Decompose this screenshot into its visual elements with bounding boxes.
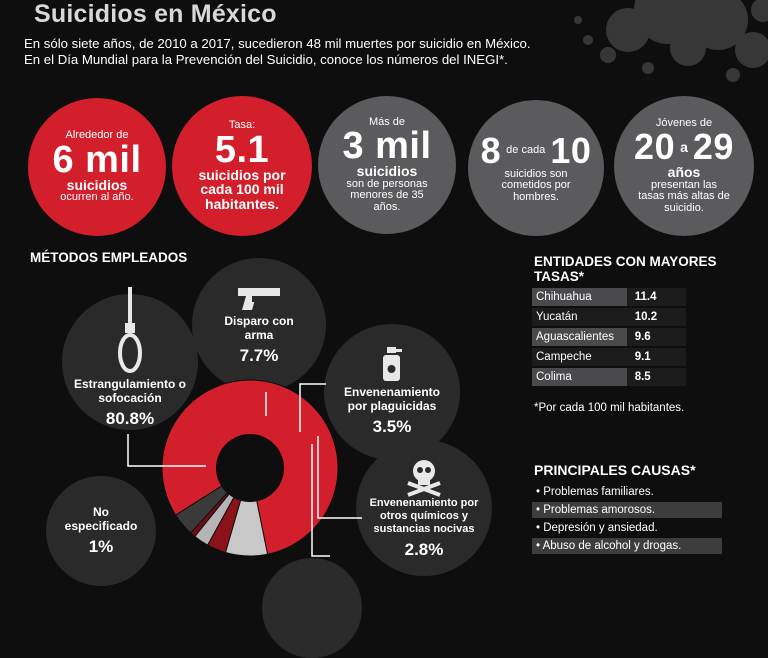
stat-circle-under-35: Más de 3 mil suicidios son de personas m… xyxy=(318,96,456,234)
method-circle-chemicals: Envenenamiento por otros químicos y sust… xyxy=(356,440,492,576)
entity-value: 9.6 xyxy=(626,328,686,346)
stat-bottom-text: son de personas menores de 35 años. xyxy=(346,177,428,213)
stat-mid-text: suicidios xyxy=(66,176,128,193)
method-circle-unspecified: No especificado 1% xyxy=(46,476,156,586)
method-percent: 3.5% xyxy=(372,417,412,436)
entity-value: 8.5 xyxy=(626,368,686,386)
donut-hole xyxy=(216,434,284,502)
table-row: Aguascalientes 9.6 xyxy=(532,328,686,346)
stat-circle-men: 8 de cada 10 suicidios son cometidos por… xyxy=(468,100,604,236)
stat-top-text: Alrededor de xyxy=(65,129,129,142)
entity-name: Aguascalientes xyxy=(532,328,627,346)
entity-name: Colima xyxy=(532,368,627,386)
stat-big-number: 5.1 xyxy=(214,128,270,171)
entity-value: 9.1 xyxy=(626,348,686,366)
list-item: • Depresión y ansiedad. xyxy=(536,522,658,534)
leader-line-strangulation xyxy=(127,434,206,467)
stat-ratio-connector: de cada xyxy=(506,143,546,156)
stat-bottom-text: ocurren al año. xyxy=(60,191,134,204)
entity-name: Campeche xyxy=(532,348,627,366)
stat-mid-text: suicidios por cada 100 mil habitantes. xyxy=(198,166,286,213)
list-item: • Problemas amorosos. xyxy=(532,502,722,518)
methods-heading: MÉTODOS EMPLEADOS xyxy=(30,250,188,265)
entity-value: 11.4 xyxy=(626,288,686,306)
stat-mid-text: años xyxy=(667,164,701,181)
method-strangulation-content: Estrangulamiento o sofocación 80.8% xyxy=(62,287,198,430)
stat-top-text: Tasa: xyxy=(228,119,256,132)
causes-list: • Problemas familiares. • Problemas amor… xyxy=(532,484,722,556)
stat-circle-rate: Tasa: 5.1 suicidios por cada 100 mil hab… xyxy=(172,96,312,236)
entity-name: Yucatán xyxy=(532,308,627,326)
method-percent: 80.8% xyxy=(105,409,155,428)
method-label: Estrangulamiento o sofocación xyxy=(73,377,186,405)
list-item: • Problemas familiares. xyxy=(536,486,654,498)
skull-crossbones-icon xyxy=(407,459,441,497)
gun-icon xyxy=(238,288,280,310)
stat-mid-text: suicidios xyxy=(356,163,418,180)
method-label: Envenenamiento por otros químicos y sust… xyxy=(369,496,479,535)
method-percent: 1% xyxy=(88,537,114,556)
table-row: Chihuahua 11.4 xyxy=(532,288,686,306)
method-percent: 2.8% xyxy=(404,539,444,559)
stat-big-number: 20 xyxy=(634,126,676,168)
table-row: Colima 8.5 xyxy=(532,368,686,386)
method-label: Disparo con arma xyxy=(224,314,294,342)
causes-heading: PRINCIPALES CAUSAS* xyxy=(534,462,696,478)
method-circle-firearm: Disparo con arma 7.7% xyxy=(192,258,326,392)
stat-circle-youth: Jóvenes de 20 a 29 años presentan las ta… xyxy=(614,96,754,236)
page-title: Suicidios en México xyxy=(34,0,277,28)
stat-range-row: 20 a 29 xyxy=(634,129,734,165)
leader-line-chemicals xyxy=(317,436,362,519)
stat-big-number: 3 mil xyxy=(342,125,432,168)
stat-top-text: Jóvenes de xyxy=(655,116,713,129)
entity-value: 10.2 xyxy=(626,308,686,326)
table-row: Yucatán 10.2 xyxy=(532,308,686,326)
entities-table: Chihuahua 11.4 Yucatán 10.2 Aguascalientes… xyxy=(532,288,686,388)
noose-icon xyxy=(118,287,142,373)
leader-line-other xyxy=(311,444,330,557)
leader-line-pesticides xyxy=(299,383,326,432)
stat-big-number: 6 mil xyxy=(52,138,142,181)
paint-splatter-decoration xyxy=(574,0,768,82)
method-label: No especificado xyxy=(64,505,138,533)
intro-text: En sólo siete años, de 2010 a 2017, suce… xyxy=(24,36,531,67)
entities-heading: ENTIDADES CON MAYORES TASAS* xyxy=(534,254,717,284)
list-item: • Abuso de alcohol y drogas. xyxy=(532,538,722,554)
method-percent: 7.7% xyxy=(239,346,279,365)
stat-big-number: 29 xyxy=(692,126,734,168)
stat-big-number: 10 xyxy=(550,129,592,171)
stat-big-number: 8 xyxy=(480,129,502,171)
spray-bottle-icon xyxy=(383,347,402,381)
entities-note: *Por cada 100 mil habitantes. xyxy=(534,402,685,414)
stat-top-text: Más de xyxy=(368,115,406,128)
entity-name: Chihuahua xyxy=(532,288,627,306)
table-row: Campeche 9.1 xyxy=(532,348,686,366)
methods-donut-chart xyxy=(127,379,362,557)
stat-bottom-text: presentan las tasas más altas de suicidi… xyxy=(638,178,730,214)
method-label: Envenenamiento por plaguicidas xyxy=(343,385,441,413)
method-circle-pesticides: Envenenamiento por plaguicidas 3.5% xyxy=(324,324,460,460)
stat-ratio-row: 8 de cada 10 xyxy=(480,129,592,171)
stat-bottom-text: suicidios son cometidos por hombres. xyxy=(501,167,571,203)
stat-circle-suicides-per-year: Alrededor de 6 mil suicidios ocurren al … xyxy=(28,98,166,236)
stat-range-connector: a xyxy=(680,138,688,155)
